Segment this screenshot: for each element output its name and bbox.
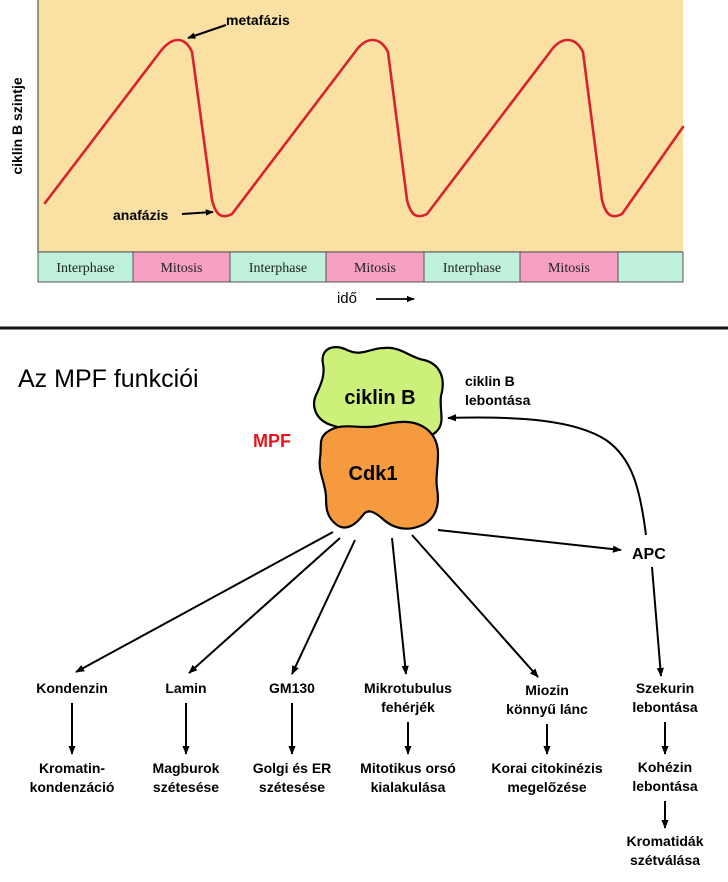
cyclin-degradation-line1: ciklin B xyxy=(465,373,515,389)
phase-label: Interphase xyxy=(56,261,114,276)
metaphase-annotation: metafázis xyxy=(187,12,290,39)
x-axis-label: idő xyxy=(337,290,357,307)
target-effect: Golgi és ER xyxy=(253,760,332,776)
target-2: GM130 Golgi és ER szétesése xyxy=(253,680,332,795)
phase-cell-interphase xyxy=(229,251,327,283)
target-effect: kondenzáció xyxy=(30,779,115,795)
target-name: GM130 xyxy=(269,680,315,696)
cyclin-b-label: ciklin B xyxy=(344,387,415,409)
target-4: Miozin könnyű lánc Korai citokinézis megelő… xyxy=(491,682,602,795)
apc-step-label: szétválása xyxy=(630,852,700,868)
target-3: Mikrotubulus fehérjék Mitotikus orsó kialak… xyxy=(360,680,456,795)
target-name: könnyű lánc xyxy=(506,701,588,717)
mpf-to-gm130-arrow xyxy=(291,539,356,675)
phase-label: Mitosis xyxy=(354,261,396,276)
phase-cell-interphase xyxy=(37,251,134,283)
target-1: Lamin Magburok szétesése xyxy=(153,680,220,795)
phase-cell-mitosis xyxy=(325,251,425,283)
apc-step-label: lebontása xyxy=(632,699,698,715)
target-effect: Kromatin- xyxy=(39,760,105,776)
mpf-to-microtubule-arrow xyxy=(391,537,409,675)
y-axis-label: ciklin B szintje xyxy=(9,77,25,174)
mpf-diagram: Az MPF funkciói ciklin B Cdk1 MPF ciklin… xyxy=(18,346,704,868)
anaphase-label: anafázis xyxy=(113,207,168,223)
target-effect: Korai citokinézis xyxy=(491,760,602,776)
phase-cell-interphase xyxy=(617,251,684,283)
target-effect: szétesése xyxy=(153,779,219,795)
target-effect: Mitotikus orsó xyxy=(360,760,456,776)
mpf-label: MPF xyxy=(253,431,291,451)
mpf-to-apc-arrow xyxy=(437,529,622,553)
x-axis-label-group: idő xyxy=(337,290,415,307)
apc-to-securin-arrow xyxy=(651,566,664,677)
diagram-title: Az MPF funkciói xyxy=(18,365,199,393)
cyclin-chart: ciklin B szintje metafázis anafázis Inte… xyxy=(9,0,685,307)
target-effect: kialakulása xyxy=(371,779,446,795)
phase-label: Interphase xyxy=(249,261,307,276)
target-0: Kondenzin Kromatin-kondenzáció xyxy=(30,680,115,795)
mpf-targets: Kondenzin Kromatin-kondenzáció Lamin Magbur… xyxy=(30,680,603,795)
apc-step-label: lebontása xyxy=(632,778,698,794)
mpf-to-myosin-arrow xyxy=(411,534,539,678)
cyclin-b-curve xyxy=(43,38,685,218)
target-effect: Magburok xyxy=(153,760,220,776)
apc-step-label: Kohézin xyxy=(638,759,692,775)
anaphase-arrow xyxy=(181,209,214,216)
target-name: Kondenzin xyxy=(36,680,108,696)
target-name: fehérjék xyxy=(381,699,435,715)
apc-step-label: Szekurin xyxy=(636,680,694,696)
target-name: Miozin xyxy=(525,682,569,698)
cdk1-shape xyxy=(318,420,440,530)
cyclin-degradation-line2: lebontása xyxy=(465,392,531,408)
apc-label: APC xyxy=(632,546,666,563)
apc-to-cyclin-arrow xyxy=(447,414,647,536)
target-name: Mikrotubulus xyxy=(364,680,452,696)
cyclin-b-shape xyxy=(313,346,444,439)
target-effect: szétesése xyxy=(259,779,325,795)
phase-label: Mitosis xyxy=(160,261,202,276)
anaphase-annotation: anafázis xyxy=(113,207,214,223)
phase-label: Interphase xyxy=(443,261,501,276)
metaphase-label: metafázis xyxy=(226,12,290,28)
phase-cell-interphase xyxy=(423,251,521,283)
phase-bar: Interphase Mitosis Interphase Mitosis Interp… xyxy=(37,251,684,283)
apc-chain: Szekurin lebontása Kohézin lebontása Kromati… xyxy=(626,680,703,868)
phase-cell-mitosis xyxy=(132,251,231,283)
mpf-to-lamin-arrow xyxy=(188,537,341,674)
target-name: Lamin xyxy=(165,680,206,696)
mpf-to-kondenzin-arrow xyxy=(75,531,334,673)
metaphase-arrow xyxy=(187,24,227,39)
apc-step-label: Kromatidák xyxy=(626,833,703,849)
cyclin-degradation: ciklin B lebontása xyxy=(465,373,531,408)
cdk1-label: Cdk1 xyxy=(349,463,398,485)
target-effect: megelőzése xyxy=(507,779,587,795)
phase-label: Mitosis xyxy=(548,261,590,276)
